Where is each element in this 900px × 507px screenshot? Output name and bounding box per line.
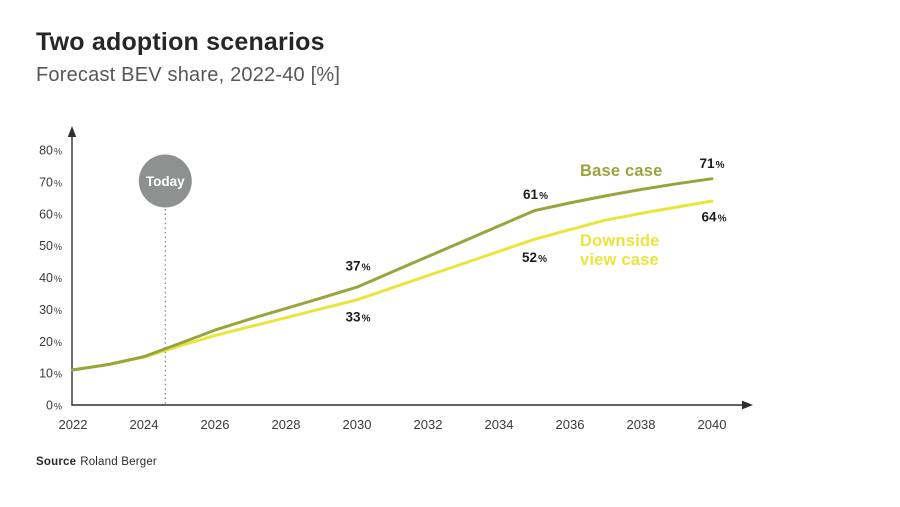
y-tick-label: 20% [39, 335, 62, 349]
data-label: 33% [346, 309, 371, 324]
source-text: Roland Berger [80, 456, 157, 468]
today-marker [138, 154, 192, 208]
y-tick-label: 60% [39, 207, 62, 221]
x-tick-label: 2026 [201, 417, 230, 432]
data-label: 64% [702, 210, 727, 225]
x-axis-arrow-icon [742, 400, 753, 410]
x-tick-label: 2022 [59, 417, 88, 432]
data-label: 52% [522, 250, 547, 265]
y-tick-label: 10% [39, 367, 62, 381]
chart-header: Two adoption scenarios Forecast BEV shar… [36, 28, 340, 87]
y-tick-label: 0% [46, 399, 62, 413]
page-title: Two adoption scenarios [36, 28, 325, 56]
source-line: Source Roland Berger [36, 456, 157, 468]
x-tick-label: 2028 [272, 417, 301, 432]
x-tick-label: 2030 [343, 417, 372, 432]
series-line-downside [71, 199, 714, 372]
x-tick-label: 2040 [698, 417, 727, 432]
legend-label-downside: Downside view case [580, 232, 660, 269]
x-tick-label: 2024 [130, 417, 159, 432]
source-label: Source [36, 456, 77, 468]
x-tick-label: 2036 [556, 417, 585, 432]
series-line-base [71, 177, 714, 372]
page-subtitle: Forecast BEV share, 2022-40 [%] [36, 63, 341, 86]
y-tick-label: 40% [39, 271, 62, 285]
y-tick-label: 70% [39, 175, 62, 189]
data-label: 37% [346, 259, 371, 274]
y-tick-label: 30% [39, 303, 62, 317]
y-tick-label: 80% [39, 144, 62, 158]
x-tick-label: 2038 [627, 417, 656, 432]
y-tick-label: 50% [39, 239, 62, 253]
x-tick-label: 2034 [485, 417, 514, 432]
y-axis-arrow-icon [67, 126, 77, 137]
data-label: 61% [523, 187, 548, 202]
today-label: Today [146, 174, 185, 189]
data-label: 71% [700, 156, 725, 171]
x-tick-label: 2032 [414, 417, 443, 432]
legend-label-base: Base case [580, 162, 663, 180]
